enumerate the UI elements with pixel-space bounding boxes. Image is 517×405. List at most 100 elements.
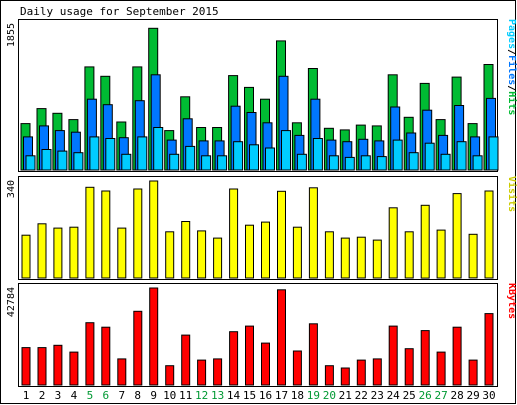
bar-kbytes-day-25 xyxy=(404,348,414,386)
x-tick-label: 21 xyxy=(339,389,352,402)
bar-visits-day-3 xyxy=(53,227,63,279)
bar-kbytes-day-21 xyxy=(340,367,350,386)
bar-pages-day-7 xyxy=(121,153,132,171)
x-tick-label: 11 xyxy=(179,389,192,402)
bar-kbytes-day-15 xyxy=(245,325,254,386)
y-max-label: 42784 xyxy=(6,287,17,317)
y-max-label: 340 xyxy=(6,180,17,198)
legend: KBytes xyxy=(506,283,517,319)
bar-pages-day-26 xyxy=(424,142,435,171)
bar-pages-day-2 xyxy=(41,149,52,171)
bar-kbytes-day-11 xyxy=(181,334,191,386)
legend: Visits xyxy=(506,176,517,212)
x-tick-label: 25 xyxy=(403,389,416,402)
bar-pages-day-15 xyxy=(249,144,259,171)
bar-kbytes-day-18 xyxy=(292,350,302,386)
bar-visits-day-4 xyxy=(69,226,79,279)
bar-pages-day-16 xyxy=(265,147,275,171)
bar-kbytes-day-14 xyxy=(229,331,239,386)
bar-pages-day-24 xyxy=(392,139,403,171)
x-tick-label: 13 xyxy=(211,389,224,402)
bar-visits-day-2 xyxy=(37,223,47,279)
bar-visits-day-14 xyxy=(229,188,239,279)
x-tick-label: 23 xyxy=(371,389,384,402)
x-tick-label: 12 xyxy=(195,389,208,402)
bar-visits-day-6 xyxy=(101,190,111,279)
x-tick-label: 16 xyxy=(259,389,272,402)
x-tick-label: 22 xyxy=(355,389,368,402)
bar-pages-day-6 xyxy=(105,138,116,171)
x-tick-label: 26 xyxy=(419,389,432,402)
x-tick-label: 17 xyxy=(275,389,288,402)
bar-pages-day-29 xyxy=(472,155,483,171)
x-tick-label: 2 xyxy=(39,389,46,402)
bar-visits-day-20 xyxy=(324,231,334,279)
bar-kbytes-day-17 xyxy=(277,289,286,386)
x-tick-label: 19 xyxy=(307,389,320,402)
bar-pages-day-12 xyxy=(201,155,212,171)
bar-kbytes-day-29 xyxy=(468,359,478,386)
bar-visits-day-25 xyxy=(404,231,414,279)
x-axis-labels: 1 2 3 4 5 6 7 8 9 10 11 12 13 14 15 16 17 18 19 20 21 22 23 24 2… xyxy=(23,389,496,402)
panel-frame xyxy=(18,176,498,280)
x-tick-label: 15 xyxy=(243,389,256,402)
bar-kbytes-day-1 xyxy=(21,347,31,386)
bar-kbytes-day-7 xyxy=(117,358,127,386)
bar-pages-day-28 xyxy=(456,141,467,171)
x-tick-label: 9 xyxy=(150,389,157,402)
bar-pages-day-25 xyxy=(408,152,419,171)
legend-entry: / xyxy=(506,49,517,55)
legend-entry: Files xyxy=(506,55,517,85)
x-tick-label: 7 xyxy=(118,389,125,402)
x-tick-label: 29 xyxy=(466,389,479,402)
bar-pages-day-18 xyxy=(296,153,307,171)
bar-visits-day-21 xyxy=(340,237,350,279)
bar-kbytes-day-27 xyxy=(436,351,446,386)
bar-kbytes-day-23 xyxy=(372,358,382,386)
bar-pages-day-8 xyxy=(137,136,148,171)
bar-visits-day-17 xyxy=(277,190,286,279)
x-tick-label: 6 xyxy=(102,389,109,402)
bar-visits-day-28 xyxy=(452,193,462,279)
bar-pages-day-4 xyxy=(73,152,84,171)
x-tick-label: 18 xyxy=(291,389,304,402)
bar-kbytes-day-2 xyxy=(37,347,47,386)
bar-visits-day-12 xyxy=(197,230,207,279)
bar-visits-day-24 xyxy=(388,207,398,279)
bar-kbytes-day-13 xyxy=(213,358,223,386)
bar-kbytes-day-16 xyxy=(261,342,270,386)
bar-kbytes-day-20 xyxy=(324,365,334,386)
legend-entry: Pages xyxy=(506,19,517,49)
x-tick-label: 8 xyxy=(134,389,141,402)
x-tick-label: 10 xyxy=(163,389,176,402)
bar-pages-day-10 xyxy=(169,153,180,171)
bar-pages-day-21 xyxy=(344,156,355,171)
bar-pages-day-3 xyxy=(57,150,68,171)
bar-kbytes-day-22 xyxy=(356,359,366,386)
bar-visits-day-11 xyxy=(181,221,191,279)
bar-visits-day-18 xyxy=(292,226,302,279)
bar-pages-day-13 xyxy=(217,155,228,171)
bar-visits-day-13 xyxy=(213,237,223,279)
panel-kbytes: 42784 KBytes xyxy=(6,283,517,387)
bar-kbytes-day-3 xyxy=(53,344,63,386)
bar-kbytes-day-9 xyxy=(149,287,159,386)
bar-pages-day-27 xyxy=(440,153,451,171)
bar-kbytes-day-26 xyxy=(420,330,430,386)
bar-visits-day-9 xyxy=(149,180,159,279)
bar-visits-day-8 xyxy=(133,188,143,279)
legend-entry: KBytes xyxy=(506,283,517,319)
legend-entry: Visits xyxy=(506,176,517,212)
bar-pages-day-11 xyxy=(185,145,196,171)
bar-kbytes-day-8 xyxy=(133,310,143,386)
bar-kbytes-day-12 xyxy=(197,359,207,386)
x-tick-label: 1 xyxy=(23,389,30,402)
bar-visits-day-16 xyxy=(261,221,270,279)
x-tick-label: 24 xyxy=(387,389,401,402)
x-tick-label: 30 xyxy=(482,389,495,402)
bar-visits-day-30 xyxy=(484,190,494,279)
bar-pages-day-19 xyxy=(312,138,323,171)
bar-visits-day-29 xyxy=(468,233,478,279)
x-tick-label: 5 xyxy=(87,389,94,402)
